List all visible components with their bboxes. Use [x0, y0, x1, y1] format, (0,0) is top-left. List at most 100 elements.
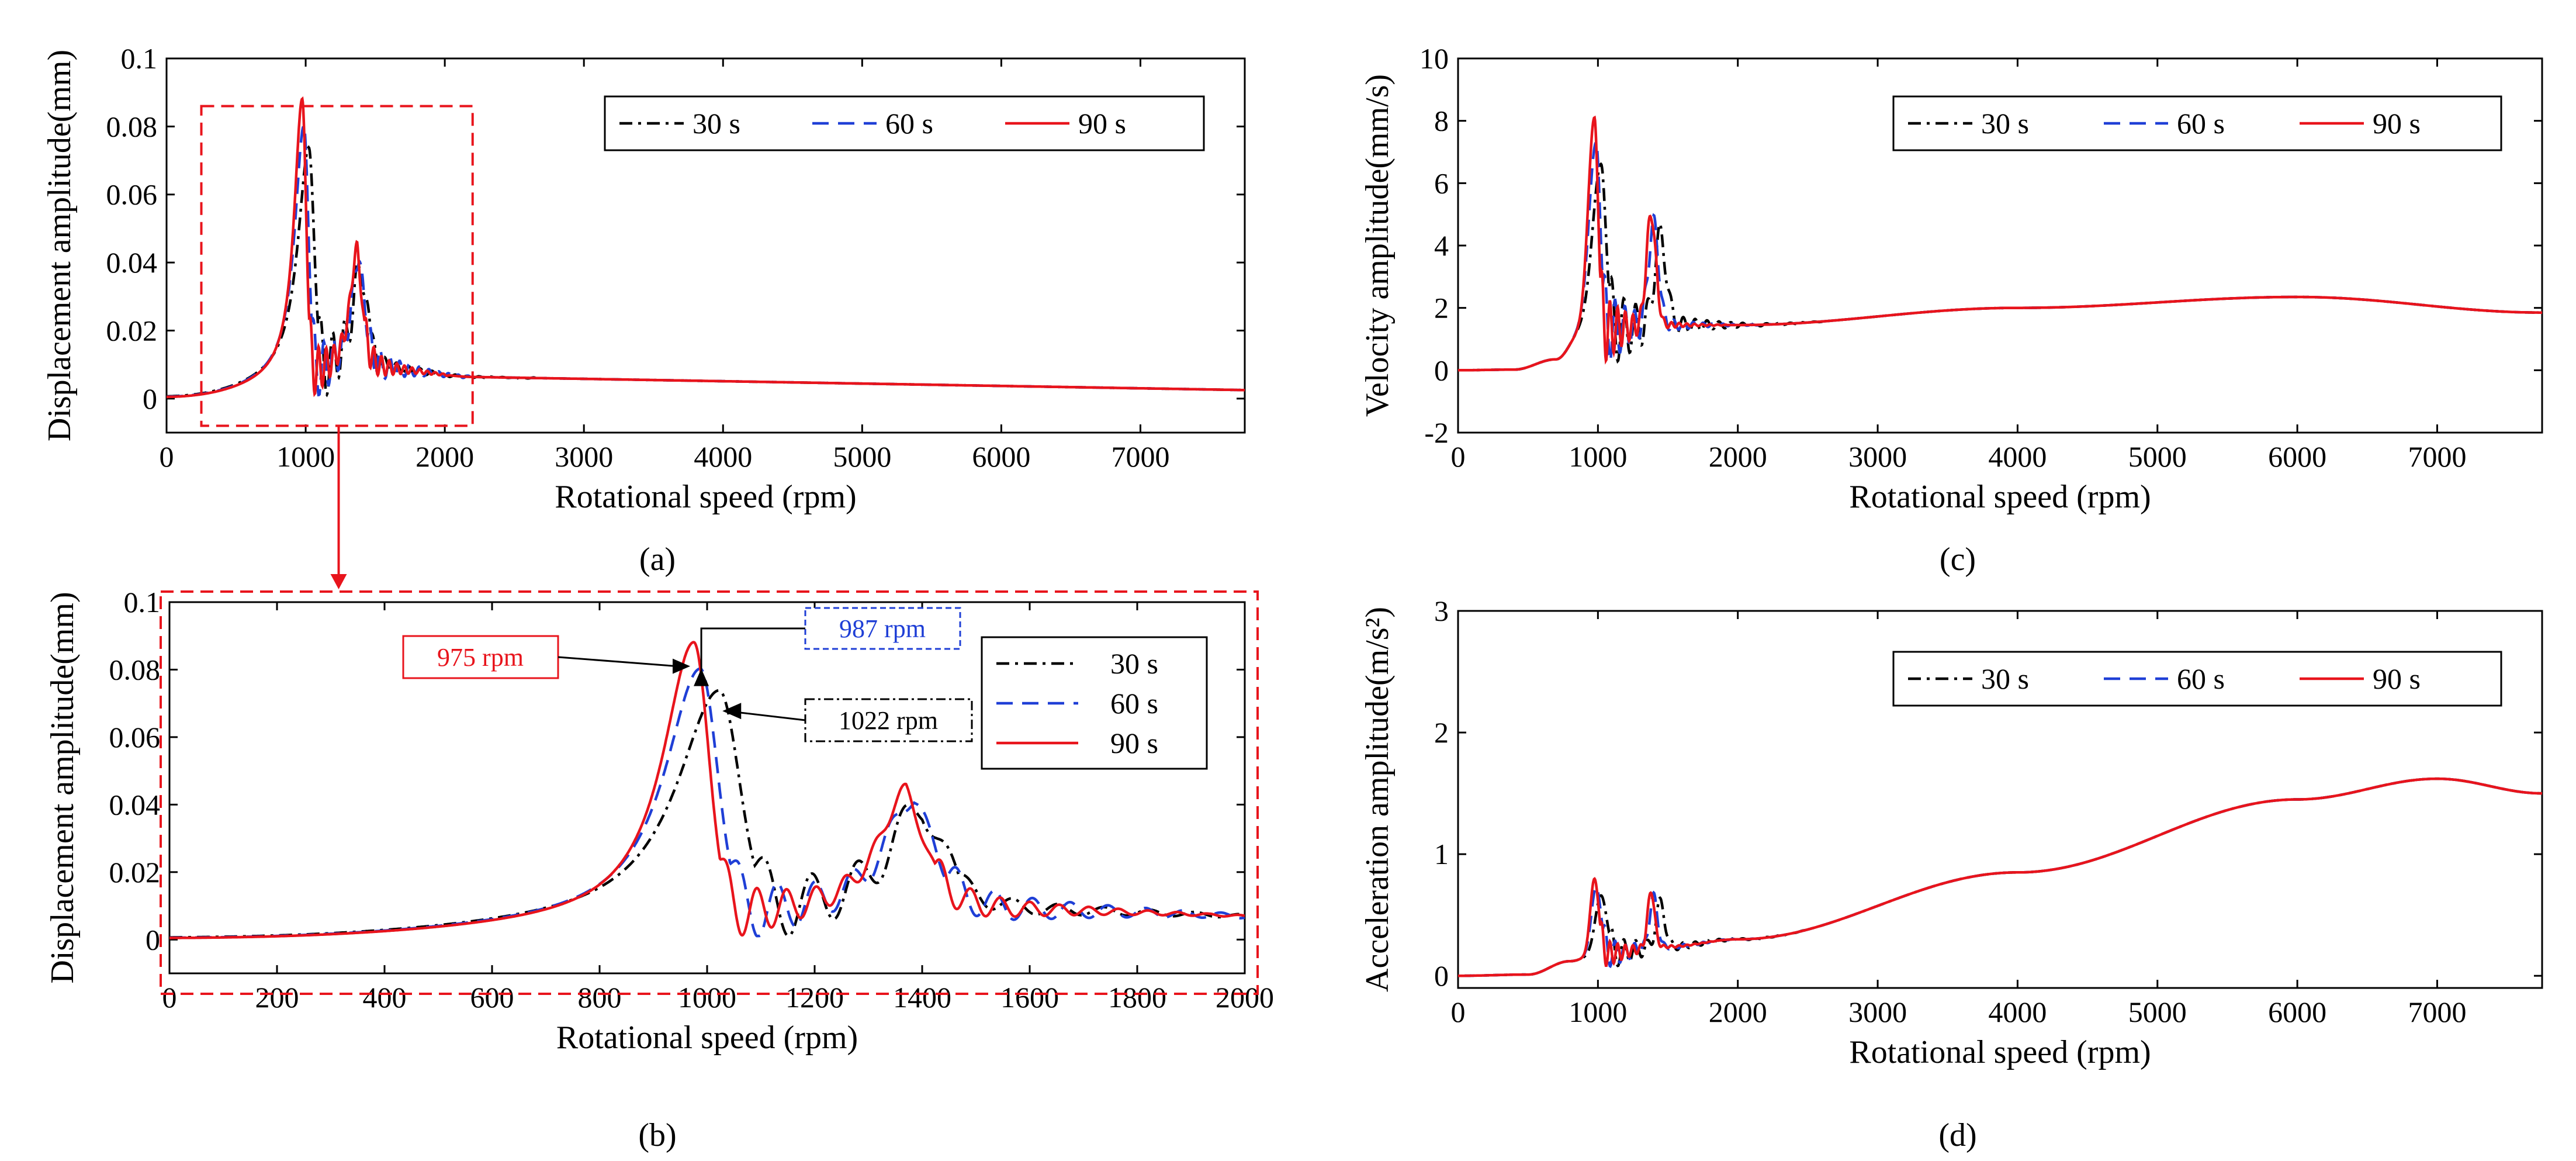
annotation-arrowhead-987 [694, 668, 709, 686]
y-tick-label-c: -2 [1424, 416, 1449, 449]
chart-panel-d: 0 1000 2000 3000 4000 5000 6000 7000 0 1 2 3 Rotatio… [1359, 595, 2543, 1070]
y-tick-label-b: 0.04 [109, 788, 161, 821]
x-axis-label-d: Rotational speed (rpm) [1849, 1034, 2151, 1070]
y-tick-label-c: 6 [1434, 167, 1449, 199]
x-tick-label-b: 1200 [785, 981, 844, 1014]
annotation-arrowhead-975 [673, 658, 690, 674]
chart-panel-b: 0 200 400 600 800 1000 1200 1400 1600 1800 2000 0 0.… [44, 586, 1274, 1056]
y-tick-label-a: 0.04 [106, 246, 158, 279]
x-tick-label-c: 6000 [2268, 440, 2326, 473]
y-tick-label-c: 2 [1434, 292, 1449, 324]
x-tick-label-b: 1000 [678, 981, 736, 1014]
x-tick-label-b: 1600 [1000, 981, 1059, 1014]
series-line-60s-b [169, 667, 1245, 939]
x-tick-label-d: 0 [1451, 996, 1466, 1028]
series-line-90s-b [169, 641, 1245, 939]
y-axis-label-c: Velocity amplitude(mm/s) [1359, 74, 1396, 417]
x-tick-label-b: 400 [363, 981, 407, 1014]
x-tick-label-a: 4000 [694, 440, 752, 473]
legend-label-b: 30 s [1110, 647, 1158, 680]
x-tick-label-b: 1800 [1108, 981, 1166, 1014]
series-line-90s-d [1458, 777, 2542, 977]
x-axis-label-a: Rotational speed (rpm) [555, 479, 856, 515]
y-axis-label-a: Displacement amplitude(mm) [41, 50, 78, 441]
y-tick-label-b: 0.08 [109, 653, 161, 686]
x-tick-label-a: 3000 [555, 440, 613, 473]
annotation-arrow-1022 [736, 711, 806, 721]
x-tick-label-d: 5000 [2128, 996, 2187, 1028]
y-tick-label-a: 0 [143, 382, 157, 415]
y-tick-label-d: 0 [1434, 959, 1449, 992]
x-tick-label-b: 2000 [1216, 981, 1274, 1014]
y-tick-label-b: 0.1 [124, 586, 161, 618]
y-tick-label-d: 2 [1434, 716, 1449, 749]
annotation-label-1022: 1022 rpm [839, 706, 938, 735]
x-tick-label-c: 7000 [2408, 440, 2466, 473]
annotation-box-975 [402, 635, 559, 679]
x-tick-label-a: 5000 [833, 440, 891, 473]
y-tick-label-b: 0 [146, 923, 160, 956]
x-tick-label-a: 7000 [1111, 440, 1169, 473]
x-tick-label-a: 6000 [972, 440, 1030, 473]
annotation-label-975: 975 rpm [437, 643, 524, 672]
x-tick-label-b: 200 [255, 981, 299, 1014]
zoom-region-box [200, 105, 474, 427]
y-tick-label-b: 0.06 [109, 721, 161, 754]
caption-c: (c) [1940, 541, 1976, 578]
legend-label-a: 90 s [1078, 107, 1126, 140]
caption-b: (b) [638, 1117, 676, 1153]
x-tick-label-d: 6000 [2268, 996, 2326, 1028]
legend-label-d: 90 s [2373, 662, 2421, 695]
x-tick-label-d: 1000 [1569, 996, 1627, 1028]
x-axis-label-b: Rotational speed (rpm) [556, 1020, 858, 1056]
legend-label-c: 60 s [2177, 107, 2225, 140]
annotation-box-987 [804, 607, 961, 650]
series-line-90s-c [1458, 115, 2542, 372]
x-tick-label-b: 800 [578, 981, 622, 1014]
annotation-leader-987 [700, 627, 805, 683]
x-tick-label-d: 7000 [2408, 996, 2466, 1028]
y-tick-label-a: 0.08 [106, 110, 158, 143]
x-axis-label-c: Rotational speed (rpm) [1849, 479, 2151, 515]
annotation-arrow-975 [558, 656, 678, 668]
x-tick-label-c: 0 [1451, 440, 1466, 473]
annotation-arrowhead-1022 [722, 703, 742, 720]
y-tick-label-d: 1 [1434, 838, 1449, 870]
legend-box-c [1892, 95, 2502, 151]
annotation-box-1022 [804, 698, 973, 742]
zoom-arrow-head [330, 574, 347, 589]
legend-box-b [981, 636, 1208, 770]
legend-label-c: 30 s [1981, 107, 2029, 140]
legend-label-d: 30 s [1981, 662, 2029, 695]
x-tick-label-c: 2000 [1709, 440, 1767, 473]
zoom-overlay [160, 105, 1259, 995]
y-tick-label-a: 0.06 [106, 178, 158, 211]
series-line-90s-a [167, 96, 1245, 399]
zoom-panel-frame [160, 590, 1259, 995]
y-tick-label-c: 10 [1419, 42, 1449, 75]
x-tick-label-c: 5000 [2128, 440, 2187, 473]
x-tick-label-c: 3000 [1848, 440, 1907, 473]
chart-panel-c: 0 1000 2000 3000 4000 5000 6000 7000-20246810Ro… [1359, 42, 2543, 515]
y-tick-label-a: 0.02 [106, 314, 158, 347]
y-axis-label-d: Acceleration amplitude(m/s²) [1359, 607, 1396, 992]
y-tick-label-d: 3 [1434, 595, 1449, 627]
x-tick-label-b: 600 [470, 981, 514, 1014]
x-tick-label-a: 1000 [276, 440, 335, 473]
x-tick-label-b: 1400 [893, 981, 951, 1014]
legend-label-a: 60 s [885, 107, 933, 140]
legend-label-b: 60 s [1110, 687, 1158, 720]
annotation-label-987: 987 rpm [839, 614, 926, 643]
y-tick-label-c: 8 [1434, 105, 1449, 137]
legend-box-a [604, 95, 1205, 151]
legend-box-d [1892, 651, 2502, 707]
y-tick-label-b: 0.02 [109, 856, 161, 889]
legend-label-a: 30 s [693, 107, 740, 140]
legend-label-b: 90 s [1110, 727, 1158, 759]
x-tick-label-b: 0 [162, 981, 177, 1014]
y-axis-label-b: Displacement amplitude(mm) [44, 592, 81, 983]
x-tick-label-a: 0 [160, 440, 174, 473]
x-tick-label-c: 4000 [1988, 440, 2047, 473]
caption-a: (a) [639, 541, 676, 578]
